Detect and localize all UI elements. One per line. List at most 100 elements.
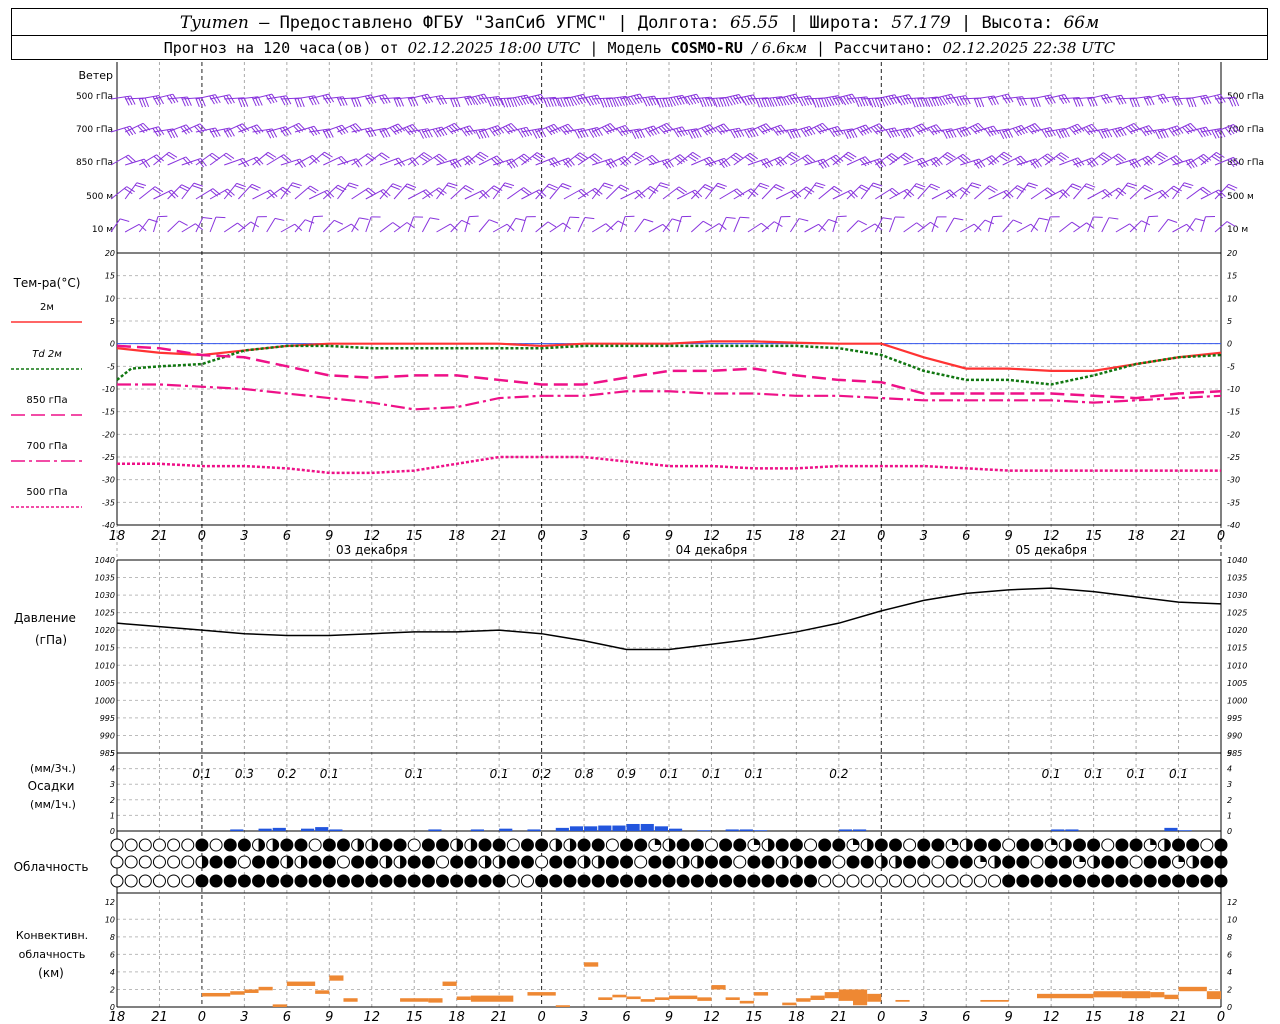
wind-barb-feather — [744, 129, 750, 139]
y-tick-right: 20 — [1227, 249, 1237, 258]
wind-barb-shaft — [1200, 128, 1221, 133]
cloud-symbol — [294, 838, 308, 852]
wind-barb-feather — [772, 97, 778, 107]
wind-barb-feather — [859, 158, 867, 167]
wind-barb-feather — [143, 158, 151, 168]
wind-barb-shaft — [181, 97, 202, 100]
y-tick-left: 15 — [105, 272, 115, 281]
wind-barb-feather — [984, 128, 991, 137]
wind-barb-feather — [696, 128, 702, 138]
sep: | — [589, 39, 599, 57]
wind-barb-feather — [814, 184, 824, 189]
wind-barb-feather — [537, 94, 544, 104]
wind-barb-feather — [1098, 129, 1104, 139]
wind-barb-feather — [505, 125, 513, 134]
wind-barb-feather — [353, 97, 359, 107]
wind-barb-shaft — [1129, 125, 1150, 133]
wind-barb-shaft — [818, 219, 829, 233]
wind-barb-feather — [885, 129, 892, 139]
cloud-symbol — [959, 855, 973, 869]
wind-barb-shaft — [733, 127, 754, 133]
cloud-symbol — [223, 874, 237, 888]
hour-tick-label: 6 — [962, 1010, 970, 1024]
wind-barb-feather — [197, 159, 205, 168]
cloud-symbol — [605, 838, 619, 852]
wind-barb-feather — [1168, 218, 1178, 223]
wind-barb-feather — [667, 158, 674, 168]
wind-barb-feather — [274, 217, 285, 221]
y-tick-right: 1010 — [1227, 661, 1247, 670]
wind-barb-feather — [370, 127, 377, 137]
wind-barb-feather — [726, 96, 733, 106]
convective-cloud-bar — [527, 992, 556, 996]
wind-barb-feather — [125, 156, 134, 164]
wind-barb-shaft — [620, 128, 641, 133]
wind-barb-shaft — [1030, 126, 1051, 133]
cloud-symbol-fill — [272, 839, 279, 851]
wind-barb-feather — [1191, 158, 1198, 168]
wind-barb-shaft — [1002, 155, 1021, 166]
cloud-symbol — [917, 838, 931, 852]
wind-barb-shaft — [776, 189, 795, 200]
wind-barb-feather — [591, 128, 598, 138]
precip-bar — [1065, 829, 1079, 831]
wind-barb-feather — [1161, 189, 1170, 198]
wind-barb-feather — [1071, 221, 1081, 228]
wind-barb-shaft — [478, 125, 499, 133]
wind-barb-feather — [616, 97, 622, 107]
wind-barb-shaft — [592, 97, 613, 100]
y-tick-left: -25 — [102, 453, 115, 462]
wind-barb-shaft — [1172, 122, 1191, 133]
convective-cloud-bar — [315, 990, 330, 994]
cloud-symbol — [973, 838, 987, 852]
cloud-symbol-fill — [499, 856, 506, 868]
wind-barb-feather — [732, 95, 739, 105]
cloud-symbol — [436, 838, 450, 852]
wind-barb-feather — [1174, 126, 1181, 135]
wind-barb-feather — [850, 189, 858, 198]
cloud-symbol — [1200, 855, 1214, 869]
precip-bar — [428, 829, 442, 831]
wind-barb-shaft — [1059, 123, 1078, 133]
wind-barb-shaft — [1186, 153, 1204, 166]
hour-tick-label: 12 — [1043, 529, 1060, 544]
wind-barb-feather — [498, 96, 504, 106]
wind-barb-shaft — [506, 218, 517, 233]
wind-barb-shaft — [252, 189, 271, 200]
wind-barb-shaft — [266, 186, 284, 200]
wind-barb-feather — [502, 184, 513, 189]
hour-tick-label: 18 — [109, 1010, 126, 1024]
wind-barb-feather — [168, 151, 178, 158]
wind-barb-feather — [285, 95, 292, 105]
wind-barb-shaft — [662, 218, 673, 233]
wind-barb-feather — [858, 186, 868, 192]
wind-barb-feather — [1171, 187, 1180, 194]
wind-barb-shaft — [280, 182, 293, 200]
wind-barb-shaft — [846, 124, 866, 133]
y-tick-left: 4 — [110, 968, 115, 977]
wind-barb-shaft — [478, 185, 495, 200]
wind-barb-feather — [664, 159, 672, 168]
wind-barb-feather — [194, 125, 202, 134]
wind-barb-shaft — [1101, 187, 1119, 200]
wind-barb-feather — [783, 96, 790, 106]
cloud-symbol — [393, 874, 407, 888]
wind-barb-shaft — [280, 223, 296, 233]
temp-title: Тем-ра(°C) — [13, 276, 81, 290]
wind-barb-shaft — [1087, 93, 1108, 100]
wind-barb-feather — [709, 156, 717, 165]
computed-time: 02.12.2025 22:38 UTC — [942, 39, 1116, 57]
wind-barb-shaft — [436, 122, 455, 133]
wind-barb-feather — [861, 184, 870, 190]
hour-tick-label: 21 — [491, 1010, 508, 1024]
wind-barb-feather — [803, 127, 810, 137]
wind-barb-shaft — [690, 184, 706, 200]
wind-barb-shaft — [422, 94, 443, 100]
wind-barb-feather — [510, 123, 519, 131]
cloud-symbol — [1101, 838, 1115, 852]
wind-barb-shaft — [309, 128, 329, 133]
cloud-symbol — [1002, 855, 1016, 869]
cloud-symbol-fill — [569, 839, 576, 851]
cloud-symbol — [152, 855, 166, 869]
wind-barb-feather — [1227, 159, 1235, 168]
